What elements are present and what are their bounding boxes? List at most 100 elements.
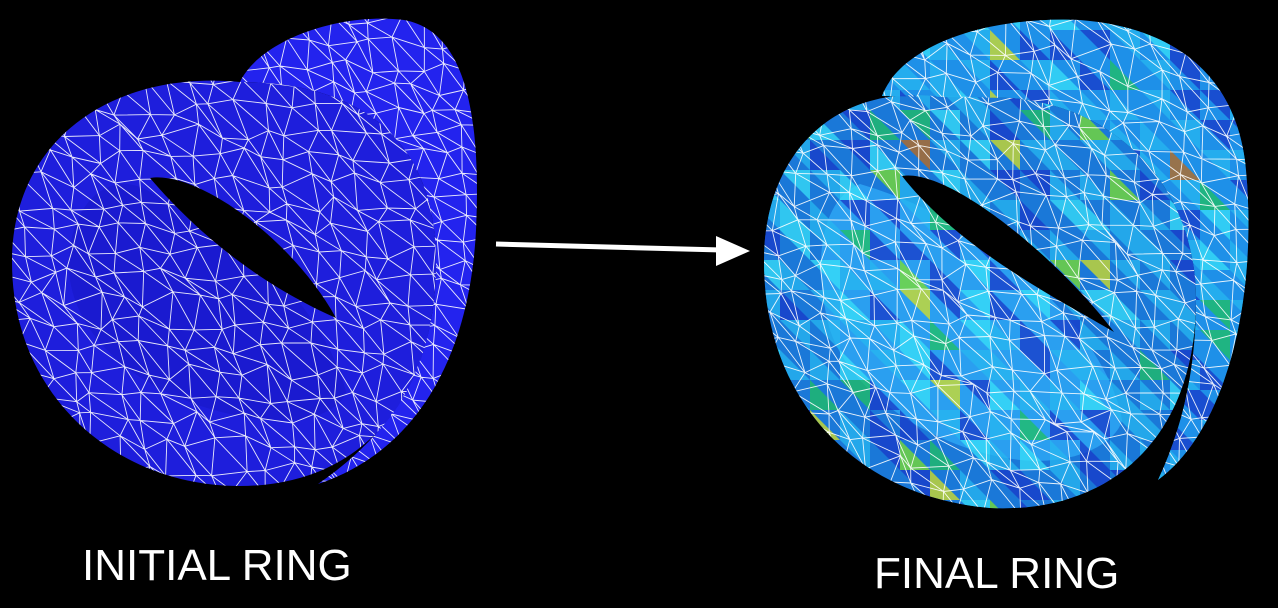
- final-front-stress-patch: [870, 170, 900, 200]
- initial-ring-caption: INITIAL RING: [82, 541, 352, 590]
- final-front-stress-patch: [1080, 380, 1110, 410]
- final-side-stress-patch: [1230, 19, 1249, 30]
- final-side-stress-patch: [1230, 480, 1249, 481]
- final-front-stress-patch: [1170, 500, 1196, 509]
- final-front-stress-patch: [1080, 440, 1110, 470]
- final-front-stress-patch: [1110, 410, 1140, 440]
- final-side-stress-patch: [1200, 420, 1230, 450]
- final-side-stress-patch: [1200, 180, 1230, 210]
- final-front-stress-patch: [960, 380, 990, 410]
- final-front-stress-patch: [764, 140, 780, 170]
- final-front-stress-patch: [1200, 440, 1230, 470]
- final-side-stress-patch: [882, 480, 900, 481]
- final-front-stress-patch: [810, 260, 840, 290]
- final-front-stress-patch: [930, 500, 960, 509]
- final-front-stress-patch: [840, 290, 870, 320]
- final-front-stress-patch: [900, 200, 930, 230]
- final-front-stress-patch: [840, 110, 870, 140]
- final-front-stress-patch: [810, 320, 840, 350]
- final-side-stress-patch: [1170, 480, 1200, 481]
- final-front-stress-patch: [990, 470, 1020, 500]
- final-ring-hole: [902, 175, 1114, 332]
- final-front-stress-patch: [1050, 500, 1080, 509]
- final-front-stress-patch: [780, 350, 810, 380]
- final-front-stress-patch: [764, 94, 780, 110]
- final-front-stress-patch: [1110, 380, 1140, 410]
- final-ring-mesh: [764, 19, 1249, 530]
- final-front-stress-patch: [930, 440, 960, 470]
- final-front-stress-patch: [1200, 470, 1230, 500]
- final-side-stress-patch: [1200, 450, 1230, 480]
- final-front-stress-patch: [1170, 320, 1196, 350]
- final-front-stress-patch: [840, 470, 870, 500]
- final-front-stress-patch: [1050, 350, 1080, 380]
- final-front-stress-patch: [1080, 260, 1110, 290]
- final-front-stress-patch: [840, 200, 870, 230]
- final-front-stress-patch: [870, 410, 900, 440]
- final-side-stress-patch: [882, 30, 900, 60]
- final-front-stress-patch: [870, 440, 900, 470]
- final-side-stress-patch: [990, 30, 1020, 60]
- final-side-stress-patch: [1050, 19, 1080, 30]
- final-front-stress-patch: [1140, 170, 1170, 200]
- final-front-stress-patch: [1080, 320, 1110, 350]
- final-front-stress-patch: [780, 110, 810, 140]
- final-side-stress-patch: [1110, 30, 1140, 60]
- final-front-stress-patch: [780, 500, 810, 509]
- final-front-stress-patch: [840, 410, 870, 440]
- final-front-stress-patch: [1200, 500, 1230, 530]
- final-side-stress-patch: [882, 60, 900, 90]
- final-front-stress-patch: [780, 410, 810, 440]
- final-side-stress-patch: [1230, 60, 1249, 90]
- final-front-stress-patch: [764, 170, 780, 200]
- final-front-stress-patch: [1140, 380, 1170, 410]
- initial-ring-mesh: [12, 18, 477, 486]
- final-front-stress-patch: [870, 380, 900, 410]
- final-front-stress-patch: [780, 470, 810, 500]
- final-front-stress-patch: [1170, 290, 1196, 320]
- final-front-stress-patch: [990, 260, 1020, 290]
- final-front-stress-patch: [900, 94, 930, 110]
- final-side-stress-patch: [1200, 480, 1230, 481]
- final-front-stress-patch: [930, 230, 960, 260]
- initial-front-mesh-lines: [12, 80, 436, 486]
- final-side-stress-patch: [1170, 180, 1200, 210]
- final-side-stress-patch: [1200, 300, 1230, 330]
- final-side-stress-patch: [1140, 480, 1170, 481]
- final-front-stress-patch: [870, 500, 900, 509]
- final-side-stress-patch: [960, 60, 990, 90]
- final-side-stress-patch: [1230, 210, 1249, 240]
- final-front-stress-patch: [1080, 500, 1110, 509]
- final-front-stress-patch: [930, 320, 960, 350]
- final-side-stress-patch: [1080, 90, 1110, 120]
- final-front-stress-patch: [1110, 350, 1140, 380]
- final-front-stress-patch: [764, 440, 780, 470]
- final-side-stress-patch: [1200, 210, 1230, 240]
- final-side-stress-patch: [1140, 19, 1170, 30]
- final-side-stress-patch: [1230, 270, 1249, 300]
- final-front-stress-patch: [870, 290, 900, 320]
- final-front-stress-patch: [764, 290, 780, 320]
- final-front-stress-patch: [1020, 170, 1050, 200]
- final-side-stress-patch: [900, 30, 930, 60]
- final-side-stress-patch: [1170, 19, 1200, 30]
- final-side-stress-patch: [1200, 19, 1230, 30]
- final-front-stress-patch: [870, 350, 900, 380]
- final-front-stress-patch: [900, 230, 930, 260]
- final-side-stress-patch: [1110, 480, 1140, 481]
- final-front-stress-patch: [930, 260, 960, 290]
- final-front-stress-patch: [1050, 440, 1080, 470]
- final-front-stress-patch: [1110, 230, 1140, 260]
- final-front-stress-patch: [990, 410, 1020, 440]
- final-side-stress-patch: [1140, 90, 1170, 120]
- final-side-stress-patch: [882, 19, 900, 30]
- final-side-stress-patch: [1170, 60, 1200, 90]
- final-front-stress-patch: [840, 500, 870, 509]
- final-front-stress-patch: [764, 410, 780, 440]
- final-side-stress-patch: [1200, 90, 1230, 120]
- final-side-stress-patch: [1230, 360, 1249, 390]
- final-side-stress-patch: [1170, 120, 1200, 150]
- final-side-stress-patch: [960, 19, 990, 30]
- final-side-stress-patch: [1200, 30, 1230, 60]
